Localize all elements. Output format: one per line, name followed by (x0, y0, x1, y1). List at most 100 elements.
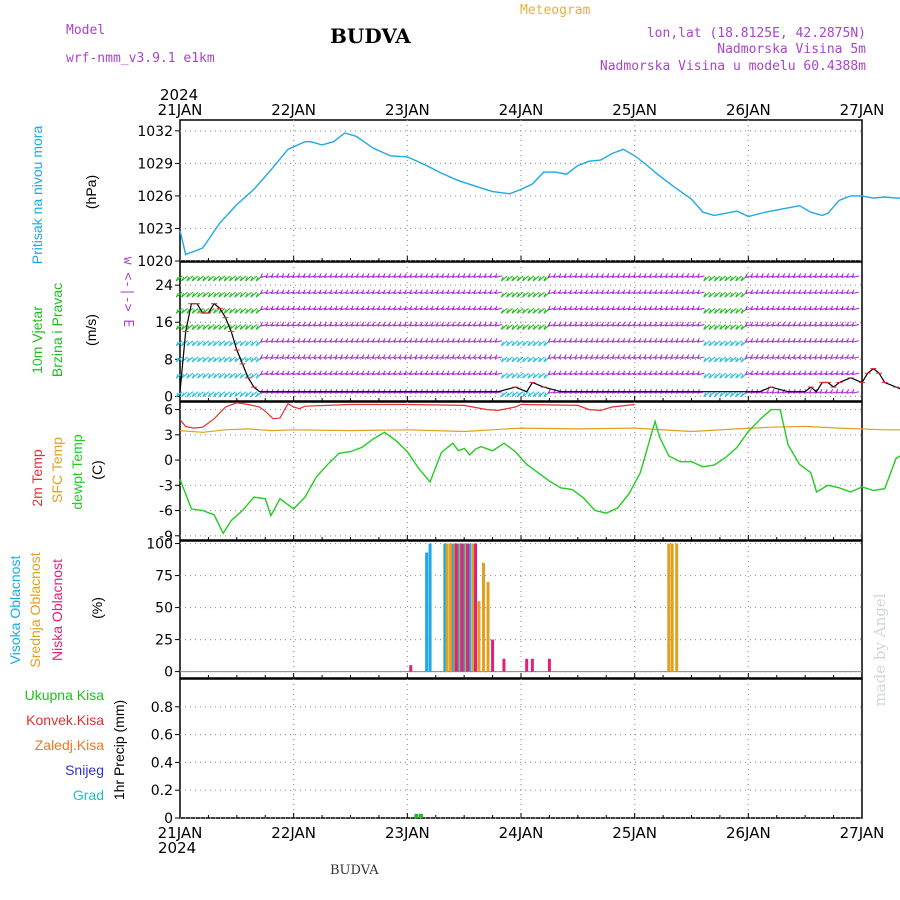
wind-barb-tick (255, 357, 259, 363)
cloud-bar (451, 543, 455, 672)
wind-barb-tick (782, 388, 786, 394)
wind-barb-tick (744, 354, 748, 359)
wind-barb-tick (713, 357, 717, 363)
wind-barb-tick (382, 370, 386, 375)
wind-barb-tick (558, 273, 562, 278)
wind-barb-tick (819, 370, 823, 375)
wind-barb-tick (729, 325, 733, 330)
wind-barb-tick (441, 338, 445, 343)
wind-barb-tick (398, 305, 402, 311)
wind-barb-tick (553, 321, 557, 327)
wind-barb-tick (265, 338, 269, 343)
wind-barb-tick (403, 338, 407, 343)
wind-barb-tick (648, 305, 652, 311)
wind-side-label-1: 10m Vjetar (29, 306, 45, 374)
wind-barb-tick (814, 289, 818, 294)
wind-barb-tick (543, 325, 547, 330)
wind-barb-tick (239, 309, 243, 314)
wind-barb-tick (377, 305, 381, 311)
wind-barb-tick (622, 305, 626, 311)
wind-barb-tick (547, 321, 551, 327)
wind-barb-tick (840, 388, 844, 394)
wind-barb-tick (648, 354, 652, 359)
wind-barb-tick (750, 273, 754, 278)
wind-barb-tick (339, 370, 343, 375)
wind-barb-tick (675, 289, 679, 294)
wind-barb-tick (851, 305, 855, 311)
wind-barb-tick (245, 325, 249, 330)
wind-barb-tick (670, 338, 674, 343)
wind-barb-tick (234, 276, 238, 282)
wind-barb-tick (633, 305, 636, 311)
wind-barb-tick (506, 392, 510, 397)
wind-barb-tick (585, 354, 589, 359)
wind-barb-tick (579, 354, 583, 359)
wind-barb-tick (302, 273, 306, 278)
wind-barb-tick (430, 338, 434, 343)
wind-barb-tick (511, 309, 515, 314)
wind-barb-tick (766, 321, 770, 327)
wind-barb-tick (851, 321, 855, 327)
wind-barb-tick (803, 321, 807, 327)
wind-barb-tick (585, 289, 589, 294)
pressure-line (179, 132, 900, 256)
wind-barb-tick (191, 392, 195, 397)
wind-barb-tick (538, 373, 542, 379)
wind-barb-tick (270, 370, 274, 375)
cloud-bar (670, 543, 674, 672)
wind-barb-tick (627, 289, 631, 294)
wind-barb-tick (643, 289, 647, 294)
wind-barb-tick (686, 273, 690, 278)
wind-barb-tick (355, 321, 359, 327)
cloud-bar (675, 543, 679, 672)
wind-barb-tick (467, 338, 471, 343)
wind-barb-tick (696, 321, 700, 327)
cloud-panel: 100 75 50 25 0 (146, 537, 863, 681)
wind-barb-tick (286, 321, 290, 327)
wind-barb-tick (750, 370, 754, 375)
wind-barb-tick (202, 373, 206, 379)
wind-barb-tick (664, 370, 668, 375)
wind-barb-tick (403, 354, 407, 359)
cloud-unit-label: (%) (89, 597, 105, 619)
y-tick-label: 0.6 (151, 728, 173, 744)
wind-barb-tick (735, 292, 739, 298)
wind-barb-tick (595, 338, 599, 343)
wind-barb-tick (318, 370, 322, 375)
wind-barb-tick (494, 354, 498, 359)
y-tick-label: 1020 (137, 254, 173, 270)
wind-barb-tick (553, 273, 557, 278)
wind-barb-tick (611, 321, 615, 327)
wind-barb-tick (218, 357, 222, 363)
wind-barb-tick (462, 273, 466, 278)
wind-barb-tick (601, 273, 605, 278)
cloud-bar (428, 543, 432, 672)
wind-barb-tick (281, 321, 285, 327)
wind-barb-tick (792, 338, 796, 343)
wind-barb-tick (563, 370, 567, 375)
wind-barb (851, 391, 860, 394)
wind-barb-tick (250, 357, 254, 363)
wind-barb-tick (355, 289, 359, 294)
wind-barb-tick (276, 354, 279, 359)
precip-legend-hail: Grad (73, 787, 104, 803)
wind-barb-tick (538, 292, 542, 298)
wind-barb-tick (441, 354, 445, 359)
wind-barb-tick (292, 305, 295, 311)
wind-barb-tick (489, 289, 493, 294)
wind-barb-tick (334, 305, 338, 311)
wind-barb-tick (729, 373, 733, 379)
wind-barb-tick (814, 338, 818, 343)
wind-barb-tick (223, 276, 227, 282)
wind-barb-tick (516, 325, 520, 330)
wind-barb-tick (234, 392, 238, 397)
wind-barb-tick (766, 305, 770, 311)
wind-barb-tick (648, 370, 652, 375)
wind-barb-tick (350, 305, 354, 311)
wind-barb-tick (297, 354, 301, 359)
wind-barb-tick (527, 309, 531, 314)
wind-barb-tick (366, 321, 370, 327)
wind-barb-tick (776, 354, 780, 359)
cloud-bar (481, 562, 485, 672)
